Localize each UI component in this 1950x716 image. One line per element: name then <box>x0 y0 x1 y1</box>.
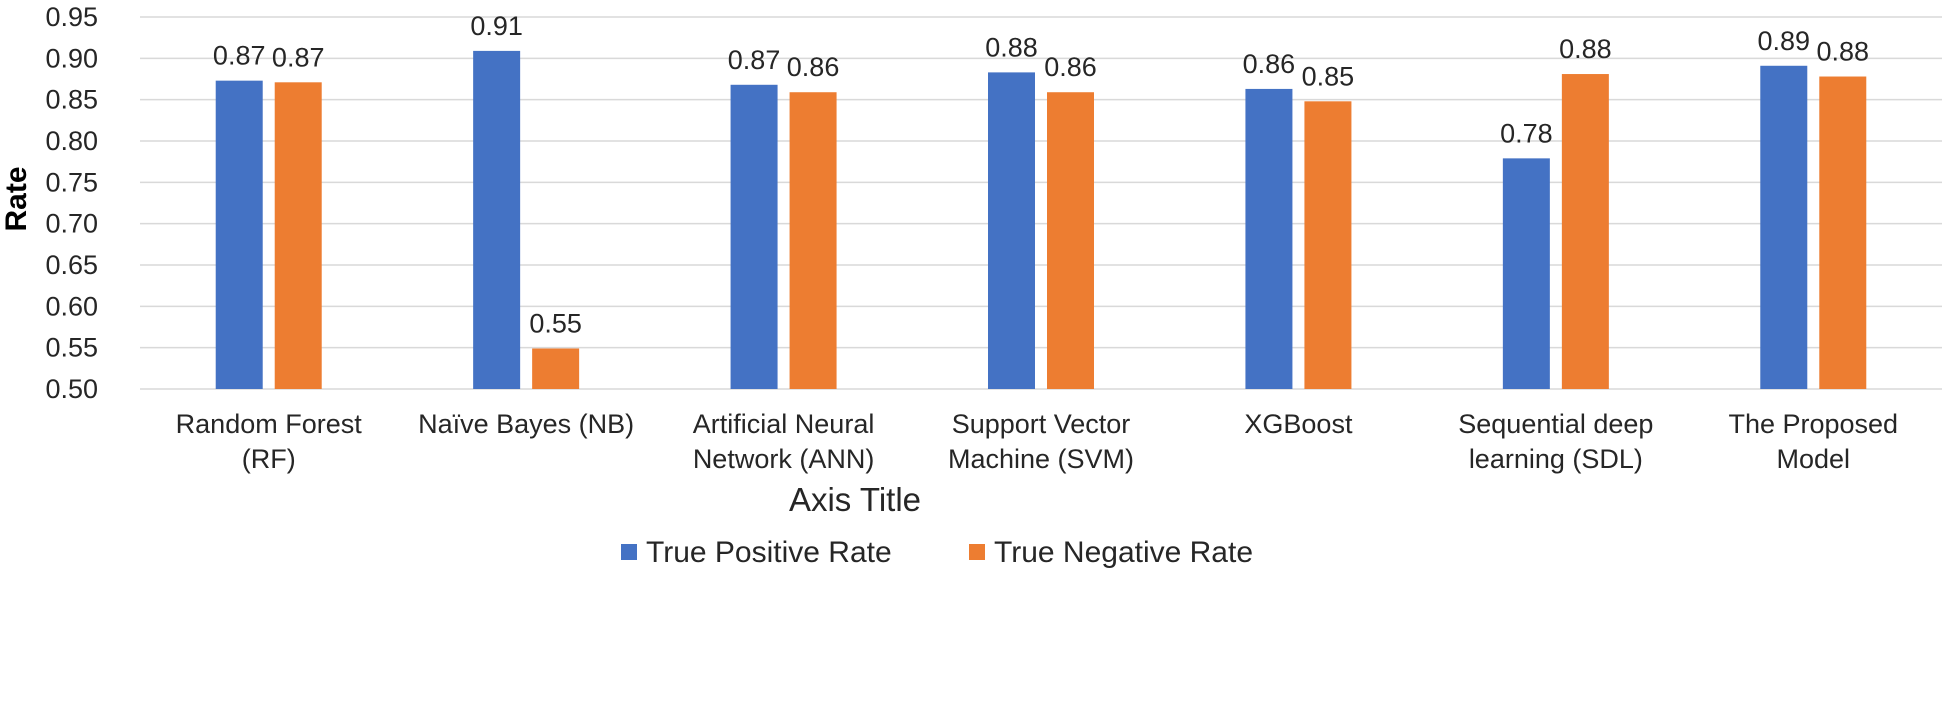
x-category-label: XGBoost <box>1244 409 1353 439</box>
data-label: 0.88 <box>1559 34 1612 64</box>
bar-true-negative <box>789 92 837 389</box>
y-tick-label: 0.85 <box>45 85 98 115</box>
bar-true-negative <box>532 348 580 389</box>
bar-true-positive <box>473 50 521 389</box>
x-category-label: Random Forest <box>176 409 363 439</box>
bar-true-positive <box>215 80 263 390</box>
data-label: 0.86 <box>1243 49 1296 79</box>
data-label: 0.88 <box>985 32 1038 62</box>
bar-true-positive <box>1502 158 1550 389</box>
data-labels: 0.87 0.870.910.550.87 0.860.880.86 0.86 0.85… <box>213 11 1869 339</box>
x-category-label: Artificial Neural <box>693 409 875 439</box>
legend-label: True Positive Rate <box>646 536 892 569</box>
x-category-label: (RF) <box>242 444 296 474</box>
y-axis-title: Rate <box>0 166 33 231</box>
x-category-label: Machine (SVM) <box>948 444 1134 474</box>
data-label: 0.89 <box>1758 26 1811 56</box>
x-axis-title: Axis Title <box>789 481 921 518</box>
legend-label: True Negative Rate <box>994 536 1253 569</box>
data-label: 0.87 <box>272 42 325 72</box>
y-tick-label: 0.50 <box>45 374 98 404</box>
x-category-label: Naïve Bayes (NB) <box>418 409 634 439</box>
data-label: 0.55 <box>529 308 582 338</box>
y-tick-label: 0.65 <box>45 250 98 280</box>
data-label: 0.78 <box>1500 118 1553 148</box>
bar-true-positive <box>1760 65 1808 390</box>
grid-layer <box>140 16 1942 390</box>
y-tick-label: 0.70 <box>45 209 98 239</box>
y-tick-label: 0.90 <box>45 43 98 73</box>
x-category-label: Model <box>1777 444 1851 474</box>
y-tick-label: 0.80 <box>45 126 98 156</box>
x-axis-categories: Random Forest (RF) Naïve Bayes (NB) Artific… <box>176 409 1898 474</box>
data-label: 0.91 <box>470 11 523 41</box>
data-label: 0.88 <box>1817 37 1870 67</box>
x-category-label: learning (SDL) <box>1469 444 1643 474</box>
data-label: 0.87 <box>213 41 266 71</box>
bar-true-positive <box>730 84 778 389</box>
bars <box>215 50 1867 390</box>
bar-true-positive <box>1245 88 1293 390</box>
bar-true-positive <box>988 72 1035 390</box>
data-label: 0.85 <box>1302 61 1355 91</box>
x-category-label: Sequential deep <box>1458 409 1653 439</box>
data-label: 0.86 <box>1044 52 1097 82</box>
data-label: 0.87 <box>728 45 781 75</box>
data-label: 0.86 <box>787 52 840 82</box>
x-category-label: Support Vector <box>952 409 1131 439</box>
y-tick-label: 0.55 <box>45 333 98 363</box>
x-category-label: Network (ANN) <box>693 444 875 474</box>
y-axis-ticks: 0.50 0.55 0.60 0.65 0.70 0.75 0.80 0.85 0.90 0.95 <box>45 2 98 404</box>
y-tick-label: 0.60 <box>45 291 98 321</box>
bar-true-negative <box>274 82 322 389</box>
legend-swatch <box>621 544 637 560</box>
y-tick-label: 0.75 <box>45 167 98 197</box>
bar-true-negative <box>1047 92 1094 389</box>
bar-true-negative <box>1304 101 1352 389</box>
x-category-label: The Proposed <box>1728 409 1898 439</box>
bar-true-negative <box>1819 76 1867 390</box>
legend-swatch <box>969 544 985 560</box>
legend: True Positive Rate True Negative Rate <box>621 536 1253 569</box>
y-tick-label: 0.95 <box>45 2 98 32</box>
bar-true-negative <box>1561 74 1609 389</box>
